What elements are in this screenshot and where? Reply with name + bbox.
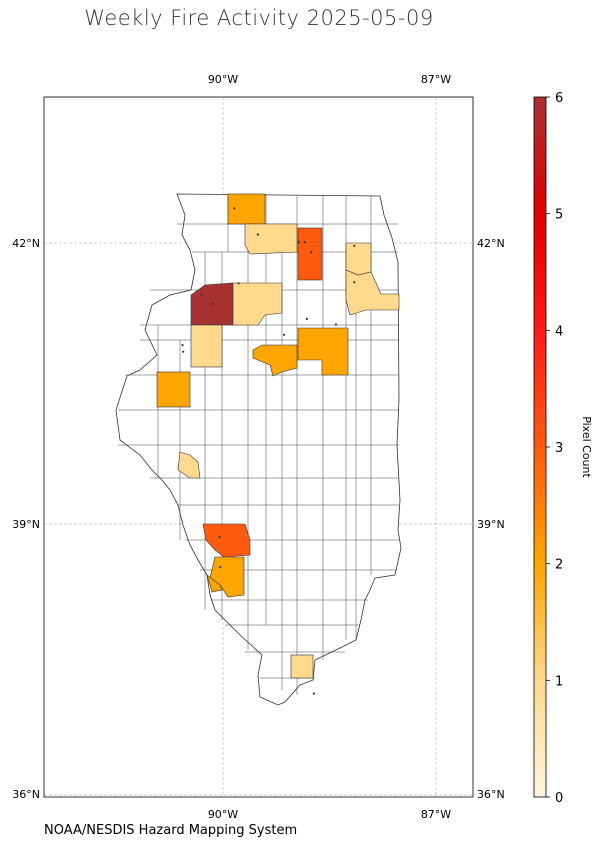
colorbar-tick-label: 6: [555, 91, 563, 106]
county-stephenson: [244, 223, 298, 255]
lon-tick-bottom-90: 90°W: [208, 808, 238, 821]
fire-point: [219, 566, 222, 569]
fire-point: [353, 244, 356, 247]
county-jo-daviess: [227, 193, 266, 225]
lon-tick-top-87: 87°W: [421, 73, 451, 86]
lat-tick-right-39: 39°N: [477, 518, 505, 531]
fire-point: [181, 344, 184, 347]
fire-point: [283, 333, 286, 336]
colorbar-label: Pixel Count: [580, 416, 593, 478]
colorbar-tick-label: 5: [555, 208, 563, 223]
lat-tick-right-36: 36°N: [477, 788, 505, 801]
data-credit: NOAA/NESDIS Hazard Mapping System: [44, 823, 298, 838]
county-putnam: [252, 344, 298, 377]
fire-point: [297, 241, 301, 244]
fire-point: [237, 282, 240, 285]
colorbar-tick-label: 1: [555, 674, 563, 689]
lon-tick-bottom-87: 87°W: [421, 808, 451, 821]
fire-point: [256, 233, 259, 236]
colorbar-tick-label: 0: [555, 791, 563, 806]
lon-tick-top-90: 90°W: [208, 73, 238, 86]
colorbar-tick-label: 2: [555, 558, 563, 573]
county-mcdonough: [156, 371, 191, 408]
colorbar-tick-label: 3: [555, 441, 563, 456]
county-pike: [177, 451, 201, 479]
fire-points: [181, 207, 356, 695]
lat-tick-left-42: 42°N: [12, 237, 40, 250]
fire-counties: [156, 193, 400, 679]
fire-point: [200, 293, 203, 296]
colorbar: [533, 96, 547, 798]
fire-point: [218, 536, 221, 539]
county-cook: [345, 269, 400, 316]
county-ogle: [232, 282, 283, 326]
lat-tick-left-36: 36°N: [12, 788, 40, 801]
county-lake: [345, 242, 372, 276]
county-madison: [202, 523, 251, 558]
fire-point: [309, 251, 313, 254]
illinois-outline: [115, 193, 402, 706]
fire-point: [212, 302, 215, 305]
county-livingston: [297, 327, 349, 376]
fire-point: [312, 692, 315, 695]
fire-point: [233, 207, 236, 210]
lat-tick-left-39: 39°N: [12, 518, 40, 531]
county-monroe: [206, 574, 223, 593]
colorbar-ticks: 0 1 2 3 4 5 6: [546, 91, 563, 806]
county-kane: [297, 227, 323, 281]
lat-tick-right-42: 42°N: [477, 237, 505, 250]
county-massac: [290, 654, 314, 679]
fire-point: [353, 281, 356, 284]
fire-point: [182, 350, 185, 353]
colorbar-tick-label: 4: [555, 324, 563, 339]
fire-point: [303, 241, 306, 244]
fire-point: [305, 317, 308, 320]
county-henry: [190, 324, 223, 368]
map-title: Weekly Fire Activity 2025-05-09: [84, 6, 434, 30]
fire-point: [334, 323, 337, 326]
